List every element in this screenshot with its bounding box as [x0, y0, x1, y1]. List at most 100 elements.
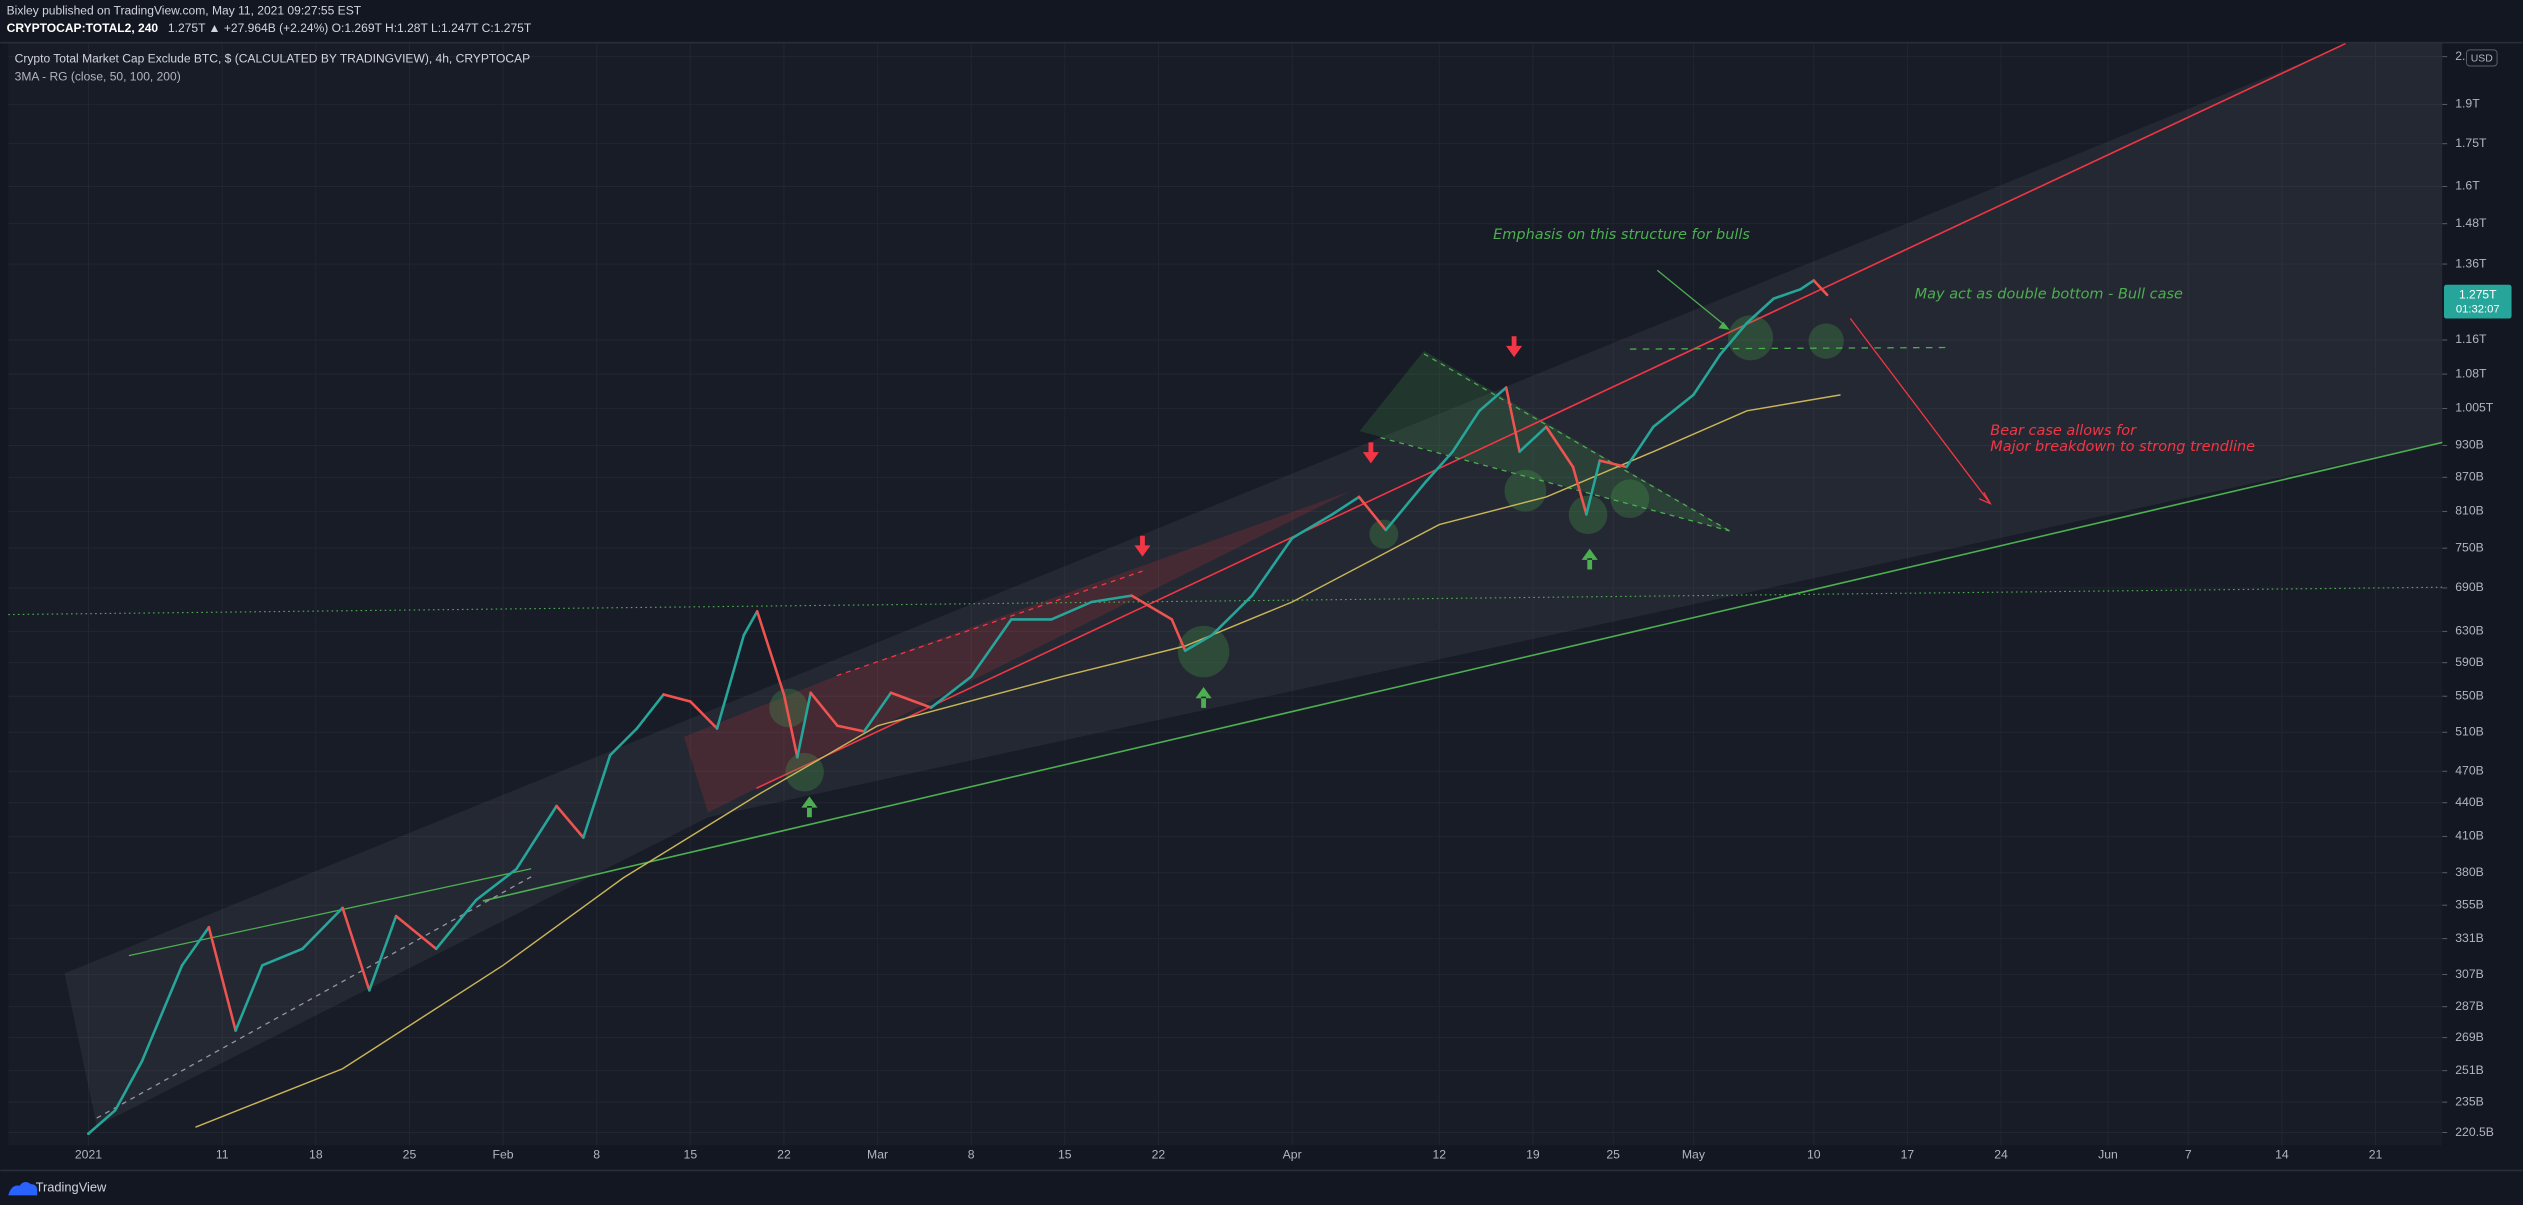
price-tag [2443, 284, 2512, 319]
price-segment [261, 947, 304, 967]
time-axis [0, 1145, 2523, 1170]
moving-average [195, 394, 1841, 1128]
y-tick-label: 1.48T [2455, 216, 2487, 230]
y-tick-label: 380B [2455, 865, 2484, 879]
highlight-circle [1177, 625, 1230, 678]
annotation: Emphasis on this structure for bulls [1493, 227, 1750, 243]
x-tick-label: 15 [684, 1147, 698, 1161]
price-segment [1772, 287, 1802, 300]
flag-line [1423, 353, 1730, 532]
price-segment [782, 693, 799, 759]
price-segment [608, 727, 639, 757]
brand: TradingView [36, 1180, 107, 1195]
currency: USD [2471, 53, 2493, 64]
price-segment [582, 753, 612, 839]
x-tick-label: 24 [1994, 1147, 2008, 1161]
price-segment [1799, 279, 1816, 291]
y-tick-label: 590B [2455, 655, 2484, 669]
x-tick-label: 18 [309, 1147, 323, 1161]
y-tick-label: 630B [2455, 624, 2484, 638]
price-segment [1571, 465, 1588, 516]
price-segment [515, 804, 558, 871]
highlight-circle [769, 688, 808, 728]
symbol: CRYPTOCAP:TOTAL2, 240 1.275T ▲ +27.964B … [7, 21, 532, 35]
y-tick-label: 550B [2455, 688, 2484, 702]
price-segment [475, 867, 518, 902]
price-segment [1250, 536, 1294, 597]
y-tick-label: 1.9T [2455, 97, 2480, 111]
x-tick-label: 11 [216, 1147, 229, 1161]
price-segment [555, 804, 585, 839]
price-segment [1692, 353, 1722, 397]
y-tick-label: 287B [2455, 999, 2484, 1013]
x-tick-label: 19 [1526, 1147, 1540, 1161]
y-tick-label: 251B [2455, 1063, 2484, 1077]
price-segment [689, 700, 719, 730]
published-line: Bixley published on TradingView.com, May… [7, 3, 362, 17]
x-tick-label: 25 [403, 1147, 417, 1161]
price-segment [1585, 459, 1602, 516]
double-bottom-level [1629, 346, 1952, 350]
x-tick-label: 10 [1807, 1147, 1821, 1161]
grid [8, 43, 2443, 1146]
price-segment [140, 964, 184, 1063]
plot-area [8, 43, 2443, 1146]
price-segment [1183, 633, 1214, 653]
price-segment [862, 691, 893, 733]
price-segment [635, 693, 665, 730]
price-segment [1170, 618, 1187, 653]
price-segment [1130, 594, 1174, 621]
red-trendline [755, 42, 2347, 790]
price-segment [1290, 513, 1334, 540]
x-tick-label: Mar [867, 1147, 888, 1161]
chart-title: Crypto Total Market Cap Exclude BTC, $ (… [15, 52, 531, 66]
ohlc: 1.275T ▲ +27.964B (+2.24%) O:1.269T H:1.… [168, 21, 532, 35]
y-tick-label: 870B [2455, 470, 2484, 484]
price-segment [1651, 393, 1695, 429]
x-tick-label: May [1682, 1147, 1706, 1161]
price-segment [1451, 409, 1481, 453]
up-arrow [1581, 548, 1598, 570]
highlight-circle [1568, 495, 1608, 535]
price-segment [929, 675, 973, 709]
flag-fill [1359, 350, 1730, 531]
down-arrow [1134, 535, 1151, 557]
price-segment [1050, 600, 1093, 621]
highlight-circle [1369, 519, 1399, 549]
price-segment [836, 724, 866, 733]
y-tick-label: 930B [2455, 438, 2484, 452]
y-tick-label: 1.08T [2455, 366, 2487, 380]
price-segment [207, 925, 237, 1032]
green-trendline [482, 441, 2443, 902]
price-segment [368, 914, 398, 992]
x-tick-label: 22 [1152, 1147, 1166, 1161]
x-tick-label: 2021 [75, 1147, 102, 1161]
x-tick-label: 14 [2275, 1147, 2289, 1161]
price-segment [969, 618, 1013, 678]
x-tick-label: Feb [493, 1147, 514, 1161]
x-tick-label: 8 [968, 1147, 975, 1161]
rising-wedge-fill [683, 490, 1352, 813]
x-axis: 2021 11 18 25 Feb 8 15 22 Mar 8 15 22 Apr 12 19 25 May 10… [75, 1147, 2383, 1161]
x-tick-label: Jun [2098, 1147, 2118, 1161]
price-segment [662, 693, 692, 703]
price-segment [1812, 279, 1829, 297]
x-tick-label: 15 [1058, 1147, 1072, 1161]
down-arrow [1506, 336, 1523, 358]
highlight-circle [1808, 323, 1844, 359]
countdown: 01:32:07 [2456, 304, 2500, 316]
price-segment [1544, 425, 1575, 469]
price-segment [1625, 425, 1655, 469]
pointer-head [1718, 321, 1730, 330]
indicator-legend: 3MA - RG (close, 50, 100, 200) [15, 69, 181, 83]
x-tick-label: 21 [2369, 1147, 2383, 1161]
green-upper-line [128, 868, 532, 957]
price-segment [742, 610, 759, 637]
price-segment [1478, 386, 1508, 413]
y-tick-label: 220.5B [2455, 1125, 2494, 1139]
price-segment [180, 925, 211, 967]
price-segment [1598, 459, 1628, 469]
y-tick-label: 2. [2455, 49, 2465, 63]
x-tick-label: 22 [777, 1147, 791, 1161]
